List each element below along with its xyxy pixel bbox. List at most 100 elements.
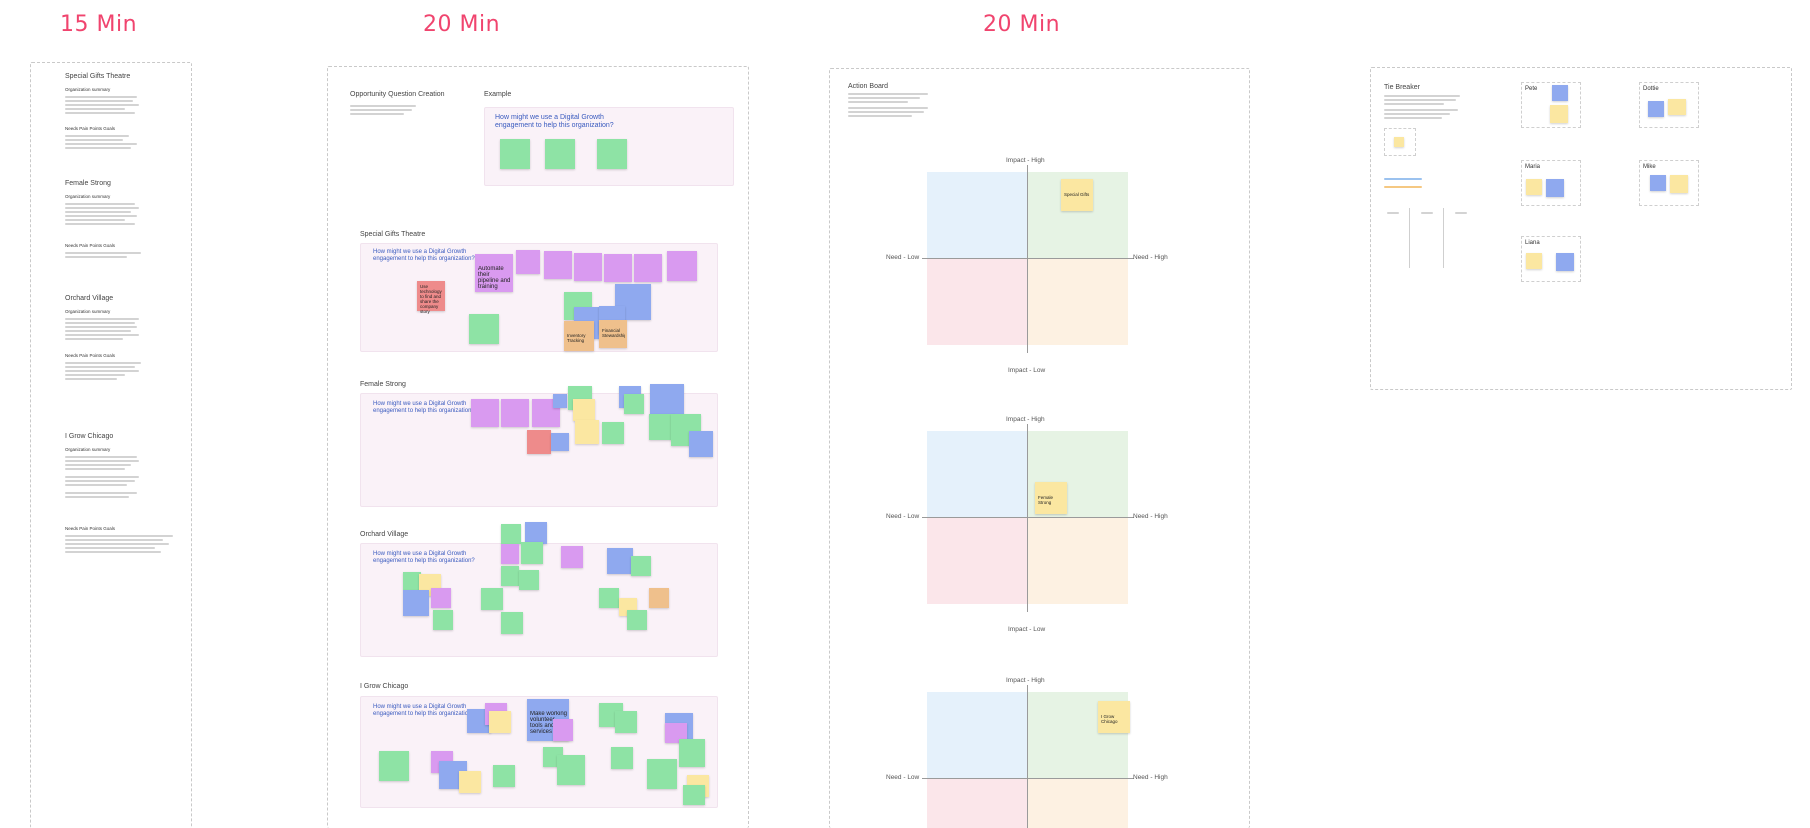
- sticky-note[interactable]: [649, 588, 669, 608]
- sticky-note[interactable]: [481, 588, 503, 610]
- group-panel[interactable]: How might we use a Digital Growth engage…: [360, 243, 718, 352]
- sticky-note[interactable]: [501, 612, 523, 634]
- sticky-note[interactable]: [1526, 253, 1542, 269]
- info-frame[interactable]: Special Gifts Theatre Organization summa…: [30, 62, 192, 828]
- sticky-note[interactable]: [501, 566, 519, 586]
- sticky-text: Automate their pipeline and training: [478, 266, 511, 290]
- sticky-note[interactable]: [574, 253, 602, 281]
- sticky-note[interactable]: [667, 251, 697, 281]
- sticky-note[interactable]: [1546, 179, 1564, 197]
- sticky-note[interactable]: [544, 251, 572, 279]
- sticky-note[interactable]: [689, 431, 713, 457]
- sticky-note[interactable]: [379, 751, 409, 781]
- sticky-note[interactable]: [459, 771, 481, 793]
- sticky-note[interactable]: [501, 524, 521, 544]
- person-name: Dottie: [1643, 86, 1659, 92]
- sticky-note[interactable]: [519, 570, 539, 590]
- opportunity-frame[interactable]: Opportunity Question Creation Example Ho…: [327, 66, 749, 828]
- sticky-note[interactable]: [665, 723, 687, 743]
- person-box-dottie[interactable]: Dottie: [1639, 82, 1699, 128]
- sticky-note[interactable]: [1668, 99, 1686, 115]
- sticky-note[interactable]: [1394, 137, 1404, 147]
- sticky-note[interactable]: [597, 139, 627, 169]
- sticky-note[interactable]: [627, 610, 647, 630]
- sticky-note[interactable]: Automate their pipeline and training: [475, 254, 513, 292]
- sticky-note[interactable]: [602, 422, 624, 444]
- sticky-note[interactable]: [679, 739, 705, 767]
- sticky-note[interactable]: [551, 433, 569, 451]
- group-question: How might we use a Digital Growth engage…: [373, 249, 475, 262]
- section-subtitle: Needs Pain Points Goals: [65, 243, 116, 248]
- sticky-note[interactable]: [521, 542, 543, 564]
- axis-label-right: Need - High: [1133, 774, 1168, 781]
- sticky-note[interactable]: [604, 254, 632, 282]
- sticky-note[interactable]: [525, 522, 547, 544]
- sticky-note[interactable]: [575, 420, 599, 444]
- sticky-note[interactable]: I Grow Chicago: [1098, 701, 1130, 733]
- sticky-note[interactable]: [431, 588, 451, 608]
- section-subtitle: Organization summary: [65, 309, 111, 314]
- sticky-note[interactable]: [683, 785, 705, 805]
- sticky-note[interactable]: [489, 711, 511, 733]
- tie-breaker-frame[interactable]: Tie Breaker Pete Dottie Maria Mike Liana: [1370, 67, 1792, 390]
- sticky-note[interactable]: [634, 254, 662, 282]
- sticky-note[interactable]: [650, 384, 684, 418]
- action-board-frame[interactable]: Action Board Impact - High Impact - Low …: [829, 68, 1250, 828]
- legend-box[interactable]: [1384, 128, 1416, 156]
- sticky-note[interactable]: [1648, 101, 1664, 117]
- group-panel[interactable]: How might we use a Digital Growth engage…: [360, 522, 718, 657]
- sticky-note[interactable]: [1670, 175, 1688, 193]
- axis-label-bottom: Impact - Low: [1008, 626, 1046, 633]
- sticky-text: Special Gifts: [1064, 192, 1090, 197]
- sticky-note[interactable]: [516, 250, 540, 274]
- sticky-note[interactable]: [624, 394, 644, 414]
- sticky-note[interactable]: [647, 759, 677, 789]
- section-title: Female Strong: [65, 180, 111, 187]
- sticky-note[interactable]: [573, 399, 595, 421]
- sticky-note[interactable]: [501, 544, 519, 564]
- person-box-mike[interactable]: Mike: [1639, 160, 1699, 206]
- sticky-note[interactable]: Financial Stewardship: [599, 320, 627, 348]
- sticky-note[interactable]: [561, 546, 583, 568]
- sticky-note[interactable]: [631, 556, 651, 576]
- sticky-note[interactable]: Female Strong: [1035, 482, 1067, 514]
- sticky-note[interactable]: [527, 430, 551, 454]
- sticky-note[interactable]: [501, 399, 529, 427]
- person-box-maria[interactable]: Maria: [1521, 160, 1581, 206]
- sticky-note[interactable]: [553, 719, 573, 741]
- sticky-note[interactable]: [471, 399, 499, 427]
- sticky-note[interactable]: Use technology to find and share the com…: [417, 281, 445, 314]
- sticky-note[interactable]: [493, 765, 515, 787]
- sticky-text: Make working volunteer tools and service…: [530, 711, 567, 735]
- sticky-note[interactable]: [1552, 85, 1568, 101]
- sticky-note[interactable]: [403, 590, 429, 616]
- group-panel[interactable]: How might we use a Digital Growth engage…: [360, 384, 718, 507]
- sticky-note[interactable]: [1650, 175, 1666, 191]
- sticky-note[interactable]: [545, 139, 575, 169]
- axis-label-left: Need - Low: [886, 774, 920, 781]
- frame-title: Action Board: [848, 83, 889, 90]
- sticky-note[interactable]: Special Gifts: [1061, 179, 1093, 211]
- sticky-note[interactable]: [1556, 253, 1574, 271]
- sticky-note[interactable]: [1526, 179, 1542, 195]
- example-panel[interactable]: How might we use a Digital Growth engage…: [484, 107, 734, 186]
- sticky-note[interactable]: [553, 394, 567, 408]
- person-box-pete[interactable]: Pete: [1521, 82, 1581, 128]
- section-title: Orchard Village: [65, 295, 114, 302]
- sticky-note[interactable]: [611, 747, 633, 769]
- axis-label-top: Impact - High: [1006, 157, 1045, 164]
- sticky-note[interactable]: [500, 139, 530, 169]
- sticky-note[interactable]: [607, 548, 633, 574]
- sticky-note[interactable]: [403, 572, 421, 590]
- group-panel[interactable]: How might we use a Digital Growth engage…: [360, 696, 718, 808]
- sticky-note[interactable]: [649, 414, 675, 440]
- sticky-note[interactable]: [615, 711, 637, 733]
- person-box-liana[interactable]: Liana: [1521, 236, 1581, 282]
- sticky-note[interactable]: [1550, 105, 1568, 123]
- sticky-note[interactable]: [433, 610, 453, 630]
- sticky-note[interactable]: [557, 755, 585, 785]
- sticky-note[interactable]: Inventory Tracking: [564, 321, 594, 351]
- sticky-text: I Grow Chicago: [1101, 714, 1118, 724]
- sticky-note[interactable]: [599, 588, 619, 608]
- sticky-note[interactable]: [469, 314, 499, 344]
